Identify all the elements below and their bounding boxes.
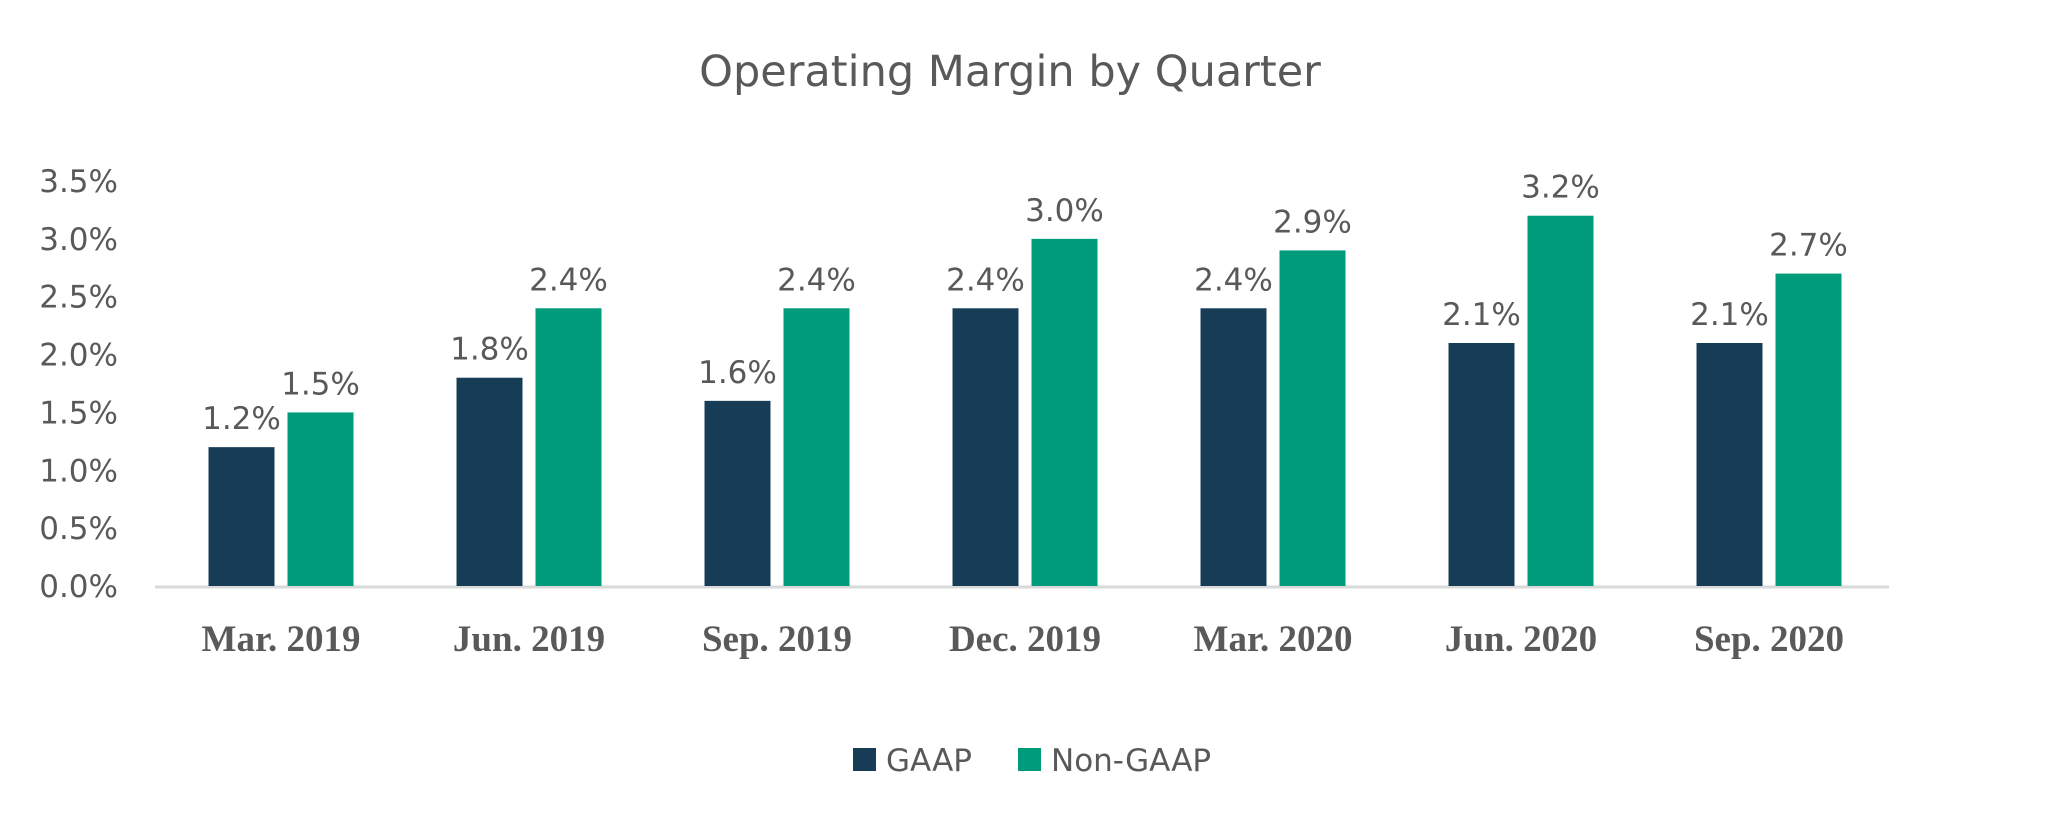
x-tick-label: Mar. 2020 [1194, 619, 1353, 660]
bar-gaap [1200, 308, 1267, 586]
bar-non-gaap [1279, 250, 1346, 586]
chart-title: Operating Margin by Quarter [699, 47, 1321, 97]
data-label: 2.1% [1442, 297, 1521, 333]
y-tick-label: 1.0% [39, 453, 118, 489]
y-tick-label: 2.0% [39, 338, 118, 374]
data-label: 2.9% [1273, 204, 1352, 240]
bar-non-gaap [535, 308, 602, 586]
y-tick-label: 2.5% [39, 280, 118, 316]
x-tick-label: Jun. 2020 [1445, 619, 1597, 660]
data-label: 2.1% [1690, 297, 1769, 333]
y-axis: 0.0% 0.5% 1.0% 1.5% 2.0% 2.5% 3.0% 3.5% [39, 164, 118, 605]
y-tick-label: 1.5% [39, 395, 118, 431]
y-tick-label: 0.0% [39, 569, 118, 605]
legend: GAAP Non-GAAP [853, 743, 1211, 779]
bar-gaap [1448, 343, 1515, 586]
x-tick-label: Mar. 2019 [202, 619, 361, 660]
x-tick-label: Jun. 2019 [453, 619, 605, 660]
x-tick-label: Sep. 2020 [1694, 619, 1844, 660]
bar-gaap [704, 400, 771, 586]
data-label: 2.7% [1769, 228, 1848, 264]
data-label: 2.4% [777, 262, 856, 298]
legend-swatch-non-gaap [1018, 748, 1041, 771]
legend-label: GAAP [886, 743, 972, 779]
y-tick-label: 3.5% [39, 164, 118, 200]
data-label: 3.2% [1521, 170, 1600, 206]
x-tick-label: Dec. 2019 [949, 619, 1101, 660]
y-tick-label: 3.0% [39, 222, 118, 258]
data-label: 1.6% [698, 355, 777, 391]
bar-non-gaap [1527, 215, 1594, 586]
bar-non-gaap [783, 308, 850, 586]
data-label: 2.4% [1194, 262, 1273, 298]
legend-swatch-gaap [853, 748, 876, 771]
data-label: 1.2% [202, 401, 281, 437]
y-tick-label: 0.5% [39, 511, 118, 547]
bar-non-gaap [1031, 238, 1098, 586]
bar-non-gaap [1775, 273, 1842, 586]
x-axis: Mar. 2019 Jun. 2019 Sep. 2019 Dec. 2019 Mar.… [202, 619, 1845, 660]
data-label: 2.4% [529, 262, 608, 298]
data-label: 2.4% [946, 262, 1025, 298]
data-label: 1.8% [450, 332, 529, 368]
x-tick-label: Sep. 2019 [702, 619, 852, 660]
legend-label: Non-GAAP [1051, 743, 1211, 779]
bar-gaap [952, 308, 1019, 586]
bar-non-gaap [287, 412, 354, 586]
bar-gaap [208, 447, 275, 586]
data-label: 3.0% [1025, 193, 1104, 229]
bar-gaap [456, 377, 523, 586]
bar-gaap [1696, 343, 1763, 586]
data-label: 1.5% [281, 366, 360, 402]
bars: 1.2%1.5%1.8%2.4%1.6%2.4% 2.4%3.0%2.4%2.9%… [202, 170, 1848, 586]
